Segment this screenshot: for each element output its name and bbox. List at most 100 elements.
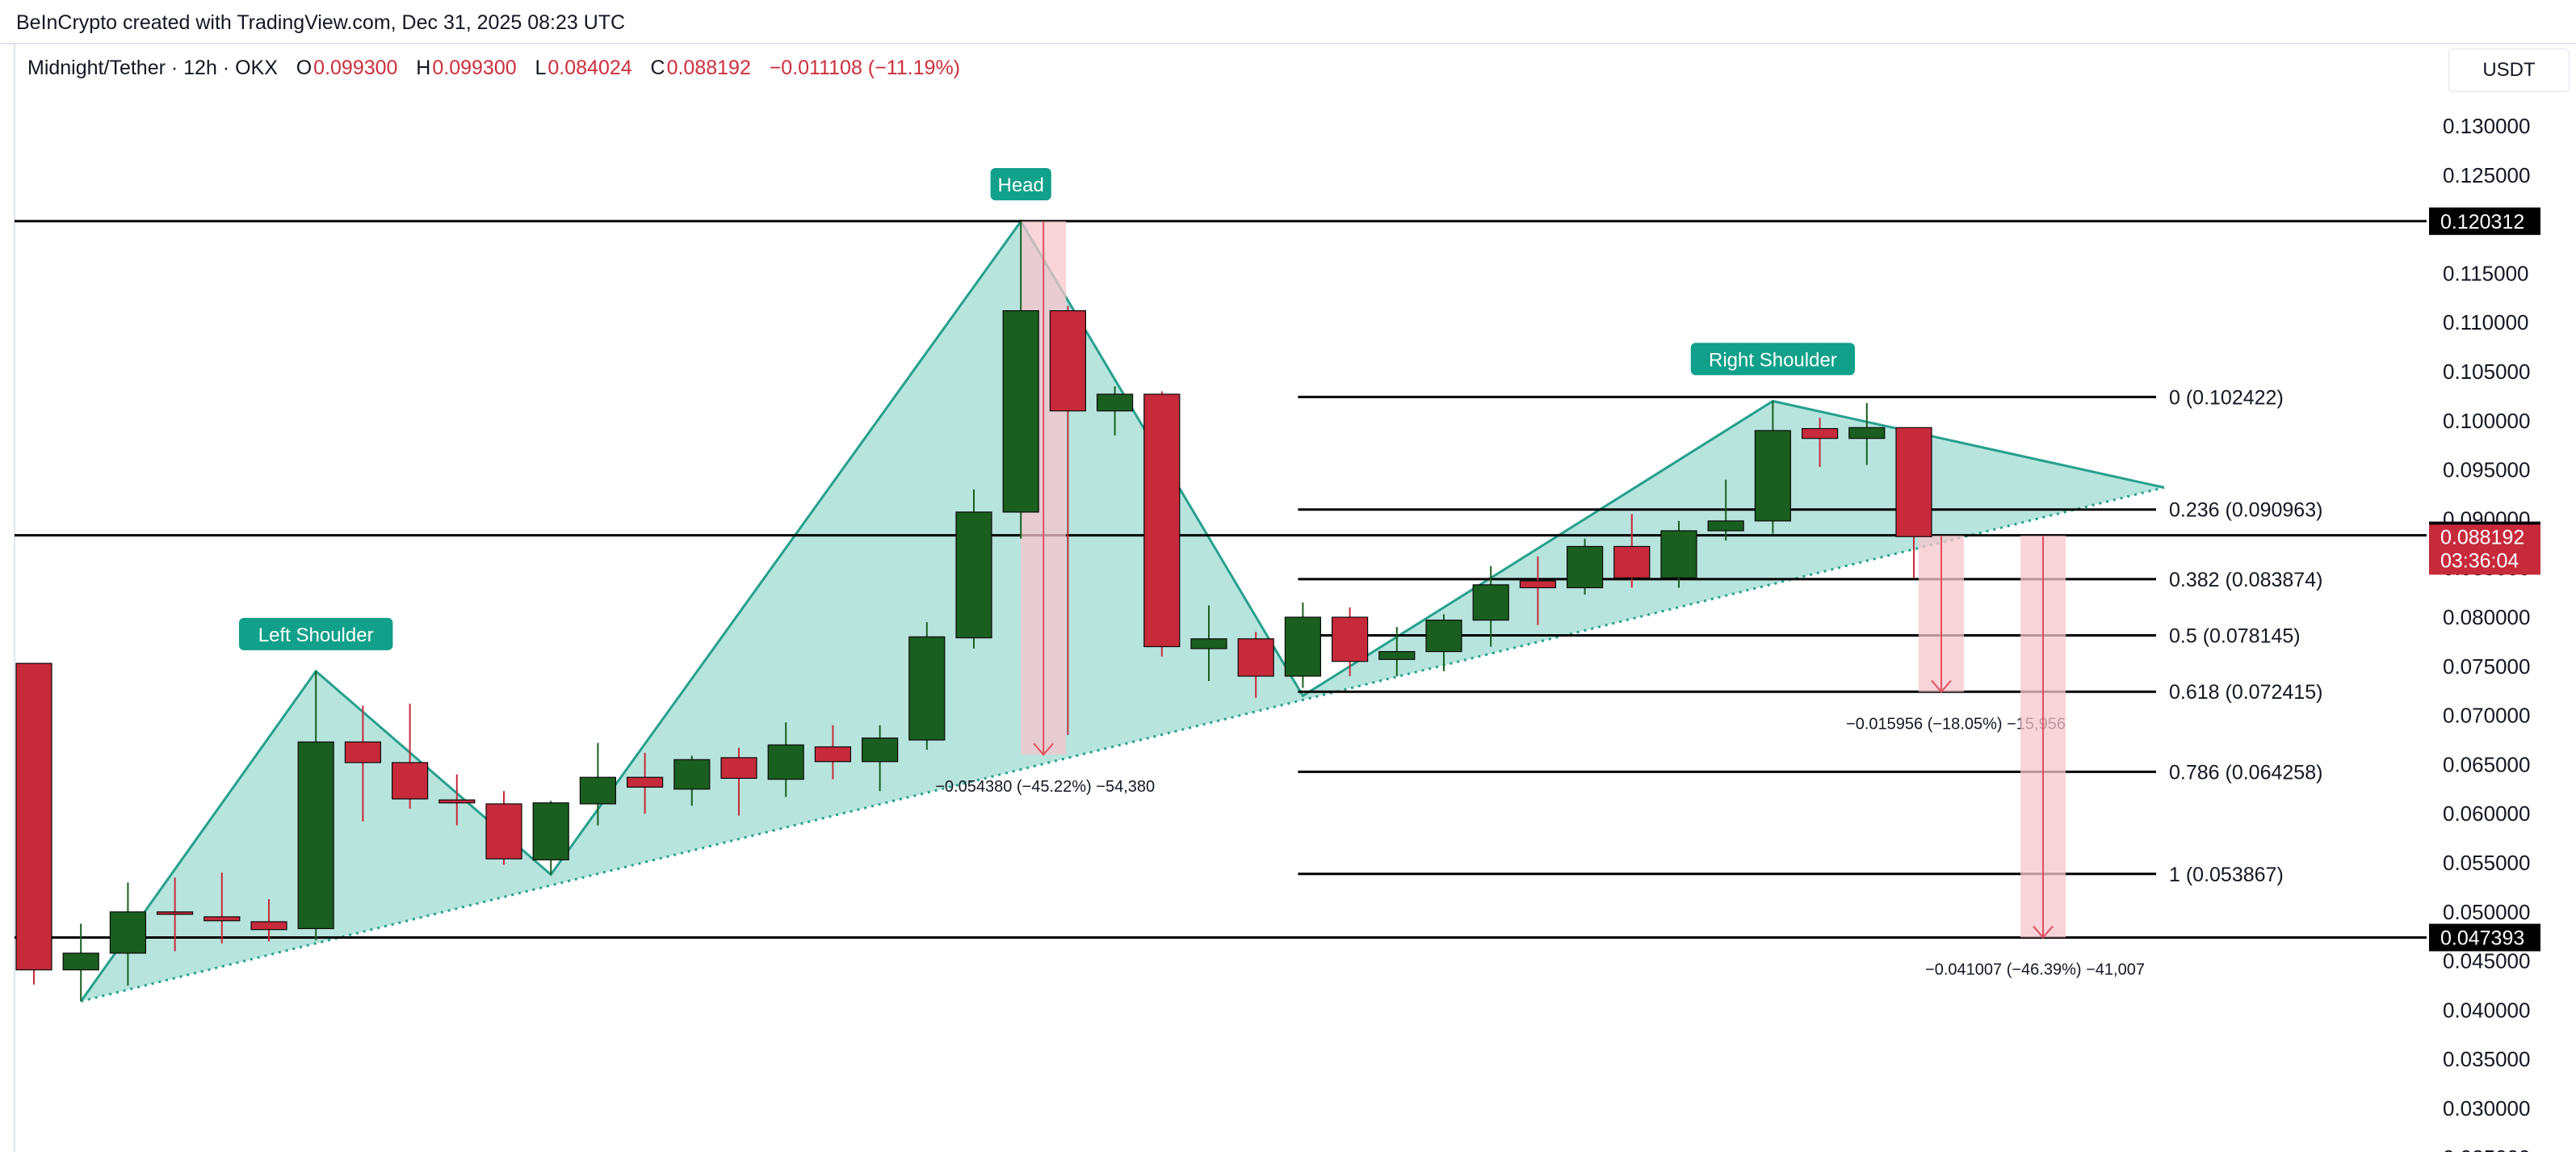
candle-7 [344,705,381,822]
candle-body [532,802,569,860]
low-value: 0.084024 [548,57,632,79]
fib-label-2: 0.382 (0.083874) [2169,569,2322,591]
candle-18 [861,725,899,792]
candle-19 [908,622,946,750]
candle-body [1895,427,1932,537]
candle-body [814,746,852,763]
candle-body [203,916,241,922]
candle-33 [1566,538,1604,595]
neckline-dotted [80,486,2165,1003]
horizontal-levels [15,220,2427,940]
price-tick-5: 0.105000 [2443,359,2530,384]
candle-0 [15,662,52,985]
candle-body [1096,393,1134,412]
close-label: C [650,57,665,79]
candle-body [908,636,946,741]
candle-16 [767,722,804,797]
price-axis[interactable]: 0.1300000.1250000.1200000.1150000.110000… [2443,114,2530,1152]
price-tag-text: 0.047393 [2440,927,2524,950]
candle-21 [1002,221,1039,539]
symbol-label[interactable]: Midnight/Tether · 12h · OKX [27,57,278,79]
open-label: O [296,57,313,79]
price-tick-15: 0.055000 [2443,851,2530,875]
candle-15 [720,747,757,816]
price-tick-11: 0.075000 [2443,654,2530,679]
fib-label-0: 0 (0.102422) [2169,386,2284,409]
pattern-label-2: Right Shoulder [1690,343,1855,376]
candles [15,221,1932,1002]
candle-30 [1425,614,1462,671]
price-tick-18: 0.040000 [2443,998,2530,1022]
price-tag-text: 0.088192 [2440,526,2524,549]
pattern-fill [81,221,2165,1002]
price-tick-6: 0.100000 [2443,409,2530,433]
pattern-label-text: Right Shoulder [1709,349,1837,371]
candle-32 [1519,556,1557,625]
candle-24 [1143,391,1181,657]
candle-29 [1378,627,1416,676]
candle-body [1472,584,1509,621]
fib-label-6: 1 (0.053867) [2169,864,2284,886]
price-tick-16: 0.050000 [2443,900,2530,924]
candle-body [1049,310,1087,412]
price-tick-7: 0.095000 [2443,458,2530,482]
candle-body [1237,638,1274,677]
high-label: H [416,57,431,79]
candle-10 [485,791,522,865]
candle-37 [1754,401,1791,534]
candle-body [485,803,522,860]
candle-5 [250,898,287,942]
price-tick-20: 0.030000 [2443,1096,2530,1120]
candle-body [767,744,804,780]
candle-body [109,911,146,954]
candle-39 [1848,402,1886,465]
candle-8 [392,704,429,809]
candle-body [626,776,664,788]
price-tag-countdown: 03:36:04 [2440,549,2519,572]
candle-body [392,762,429,800]
currency-selector[interactable]: USDT [2448,48,2570,92]
pattern-label-bg [239,617,393,650]
candle-body [438,799,476,804]
candle-23 [1096,386,1134,436]
candle-2 [109,882,146,986]
measure-label-1: −0.015956 (−18.05%) −15,956 [1846,715,2066,733]
measure-label-0: −0.054380 (−45.22%) −54,380 [935,778,1155,796]
candle-body [1519,580,1557,589]
candle-22 [1049,305,1087,735]
fib-label-4: 0.618 (0.072415) [2169,681,2322,704]
pattern-label-text: Head [998,174,1044,196]
candle-body [1190,638,1227,650]
candle-13 [626,752,664,814]
candle-27 [1284,602,1322,688]
candle-6 [297,671,334,941]
high-value: 0.099300 [432,57,517,79]
price-tag-bg [2429,207,2540,235]
candle-body [1707,520,1744,532]
candle-body [579,776,617,805]
candle-body [955,511,992,639]
price-tick-14: 0.060000 [2443,801,2530,826]
close-value: 0.088192 [666,57,751,79]
candle-body [1143,393,1181,648]
candle-26 [1237,632,1274,698]
candle-body [1660,530,1697,578]
candle-body [1754,430,1791,522]
pattern-label-0: Left Shoulder [239,617,393,650]
candle-body [1848,427,1886,439]
candle-12 [579,742,617,826]
price-tag-bg [2429,923,2540,952]
price-tick-0: 0.130000 [2443,114,2530,138]
open-value: 0.099300 [313,57,398,79]
fib-label-1: 0.236 (0.090963) [2169,499,2322,522]
chart-credit: BeInCrypto created with TradingView.com,… [16,11,626,34]
price-tick-17: 0.045000 [2443,949,2530,973]
measure-arrowhead-2 [2033,925,2054,939]
fibonacci-retracement: 0 (0.102422) 0.236 (0.090963) 0.382 (0.083… [1298,386,2322,886]
measure-arrowhead-0 [1033,742,1054,756]
candle-body [1566,545,1604,589]
candle-body [1613,545,1651,578]
